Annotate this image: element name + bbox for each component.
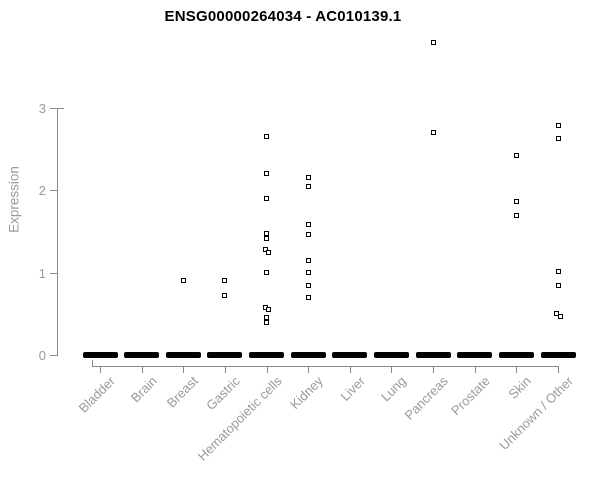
- y-tick-label: 2: [38, 183, 46, 199]
- data-point: [305, 294, 311, 300]
- data-point: [264, 236, 270, 242]
- data-point: [264, 270, 270, 276]
- y-axis-label: Expression: [6, 166, 22, 233]
- y-axis-top-cap: [57, 108, 64, 109]
- x-tick: [183, 365, 185, 373]
- data-point: [555, 122, 561, 128]
- x-axis-left-cap: [92, 359, 93, 366]
- data-point: [305, 183, 311, 189]
- zero-expression-cluster: [290, 352, 326, 358]
- data-point: [305, 221, 311, 227]
- x-axis-line: [92, 365, 560, 367]
- y-tick-label: 1: [38, 265, 46, 281]
- zero-expression-cluster: [249, 352, 285, 358]
- y-tick-label: 0: [38, 348, 46, 363]
- data-point: [555, 269, 561, 275]
- zero-expression-cluster: [540, 352, 576, 358]
- data-point: [305, 257, 311, 263]
- data-point: [305, 232, 311, 238]
- data-point: [513, 153, 519, 159]
- data-point: [557, 313, 563, 319]
- zero-expression-cluster: [332, 352, 368, 358]
- y-axis-line: [57, 108, 58, 356]
- x-tick: [558, 365, 560, 373]
- y-tick: [50, 190, 57, 192]
- zero-expression-cluster: [498, 352, 534, 358]
- data-point: [264, 196, 270, 202]
- data-point: [222, 278, 228, 284]
- x-tick: [308, 365, 310, 373]
- zero-expression-cluster: [165, 352, 201, 358]
- x-tick: [516, 365, 518, 373]
- y-tick: [50, 108, 57, 109]
- chart-title: ENSG00000264034 - AC010139.1: [164, 8, 402, 25]
- zero-expression-cluster: [207, 352, 243, 358]
- data-point: [265, 307, 271, 313]
- data-point: [430, 39, 436, 45]
- x-tick: [474, 365, 476, 373]
- data-point: [305, 175, 311, 181]
- data-point: [555, 283, 561, 289]
- zero-expression-cluster: [457, 352, 493, 358]
- zero-expression-cluster: [82, 352, 118, 358]
- zero-expression-cluster: [415, 352, 451, 358]
- data-point: [222, 293, 228, 299]
- data-point: [430, 130, 436, 136]
- data-point: [264, 171, 270, 177]
- x-tick: [141, 365, 143, 373]
- data-point: [305, 282, 311, 288]
- data-point: [513, 199, 519, 205]
- x-tick: [100, 365, 101, 373]
- x-tick: [266, 365, 268, 373]
- data-point: [265, 249, 271, 255]
- x-tick: [433, 365, 435, 373]
- y-tick: [50, 355, 57, 356]
- data-point: [264, 134, 270, 140]
- data-point: [264, 230, 270, 236]
- x-tick: [391, 365, 393, 373]
- zero-expression-cluster: [373, 352, 409, 358]
- data-point: [555, 135, 561, 141]
- data-point: [264, 319, 270, 325]
- data-point: [180, 278, 186, 284]
- zero-expression-cluster: [124, 352, 160, 358]
- y-tick-label: 3: [38, 101, 46, 116]
- y-tick: [50, 272, 57, 274]
- x-tick: [349, 365, 351, 373]
- data-point: [305, 270, 311, 276]
- data-point: [513, 213, 519, 219]
- x-tick: [224, 365, 226, 373]
